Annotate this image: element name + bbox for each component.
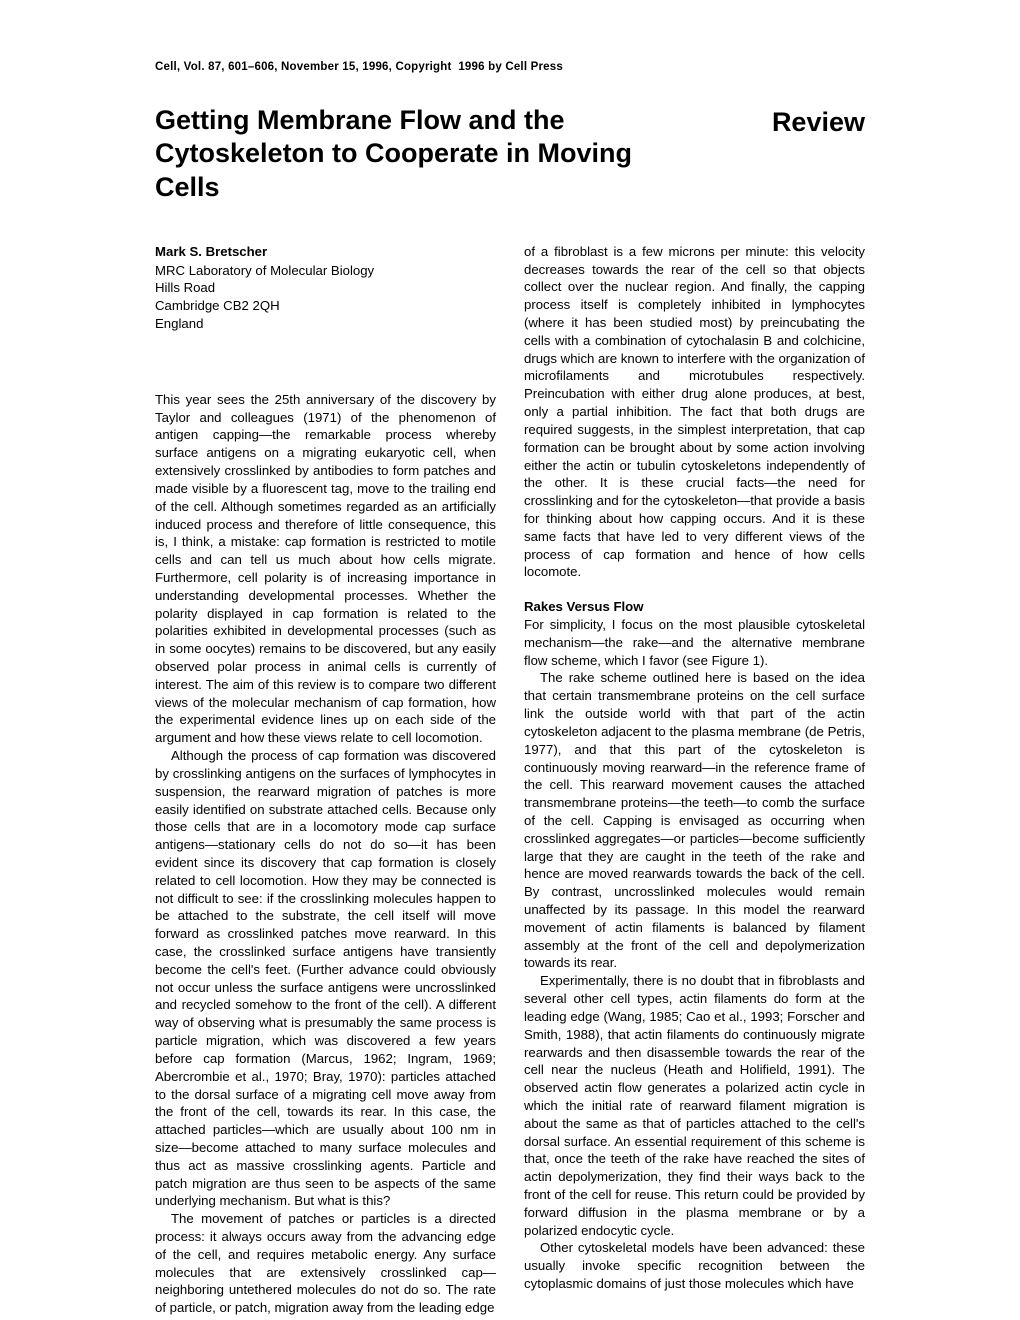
body-paragraph: The movement of patches or particles is … — [155, 1210, 496, 1317]
article-title: Getting Membrane Flow and the Cytoskelet… — [155, 104, 695, 205]
body-paragraph: This year sees the 25th anniversary of t… — [155, 391, 496, 747]
affiliation-line: England — [155, 315, 496, 333]
body-paragraph: Other cytoskeletal models have been adva… — [524, 1239, 865, 1292]
article-type-label: Review — [772, 104, 865, 140]
body-paragraph: Experimentally, there is no doubt that i… — [524, 972, 865, 1239]
affiliation-line: Cambridge CB2 2QH — [155, 297, 496, 315]
left-column: Mark S. Bretscher MRC Laboratory of Mole… — [155, 243, 496, 1317]
title-row: Getting Membrane Flow and the Cytoskelet… — [155, 104, 865, 205]
body-paragraph: of a fibroblast is a few microns per min… — [524, 243, 865, 581]
affiliation-line: MRC Laboratory of Molecular Biology — [155, 262, 496, 280]
right-column: of a fibroblast is a few microns per min… — [524, 243, 865, 1317]
author-name: Mark S. Bretscher — [155, 243, 496, 261]
body-paragraph: The rake scheme outlined here is based o… — [524, 669, 865, 972]
affiliation-line: Hills Road — [155, 279, 496, 297]
section-heading: Rakes Versus Flow — [524, 598, 865, 616]
two-column-layout: Mark S. Bretscher MRC Laboratory of Mole… — [155, 243, 865, 1317]
journal-header: Cell, Vol. 87, 601–606, November 15, 199… — [155, 60, 865, 76]
body-paragraph: For simplicity, I focus on the most plau… — [524, 616, 865, 669]
body-paragraph: Although the process of cap formation wa… — [155, 747, 496, 1210]
author-block: Mark S. Bretscher MRC Laboratory of Mole… — [155, 243, 496, 333]
